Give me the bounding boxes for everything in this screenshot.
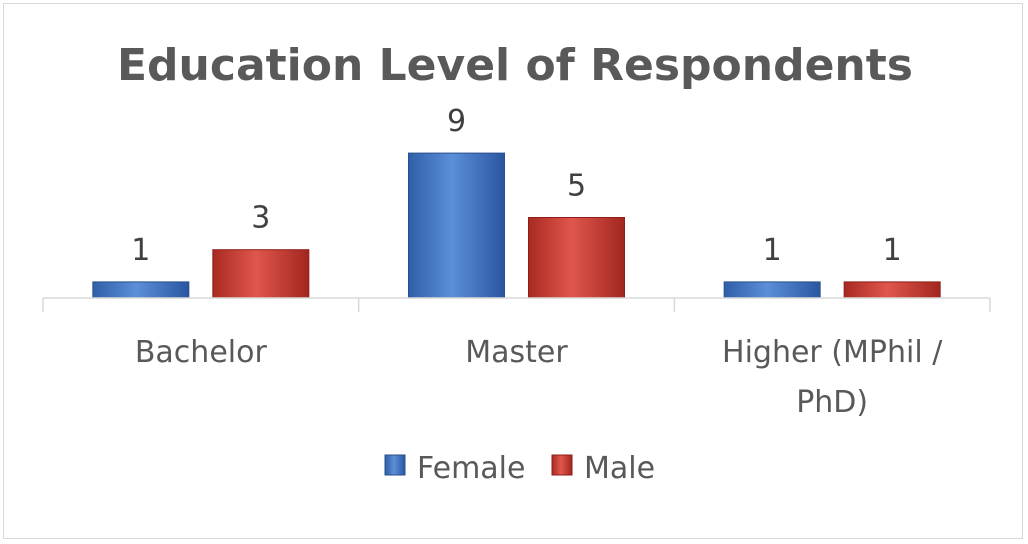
legend-label-female: Female <box>417 451 525 486</box>
chart-frame <box>3 3 1023 539</box>
legend-swatch-female <box>384 454 406 476</box>
data-label-female-0: 1 <box>131 233 150 268</box>
bar-female-0 <box>92 281 190 299</box>
bar-female-1 <box>408 152 505 299</box>
category-label-2-1: PhD) <box>796 385 868 420</box>
chart-title: Education Level of Respondents <box>117 40 913 91</box>
bar-female-2 <box>723 281 821 299</box>
data-label-male-2: 1 <box>883 233 902 268</box>
category-label-1-0: Master <box>465 335 568 370</box>
bar-male-0 <box>212 249 310 299</box>
data-label-female-1: 9 <box>447 104 466 139</box>
legend-label-male: Male <box>584 451 655 486</box>
bar-male-2 <box>843 281 941 299</box>
data-label-female-2: 1 <box>763 233 782 268</box>
category-label-0-0: Bachelor <box>135 335 268 370</box>
bar-male-1 <box>528 217 625 299</box>
category-label-2-0: Higher (MPhil / <box>722 335 943 370</box>
data-label-male-1: 5 <box>567 169 586 204</box>
data-label-male-0: 3 <box>251 201 270 236</box>
legend-swatch-male <box>551 454 573 476</box>
